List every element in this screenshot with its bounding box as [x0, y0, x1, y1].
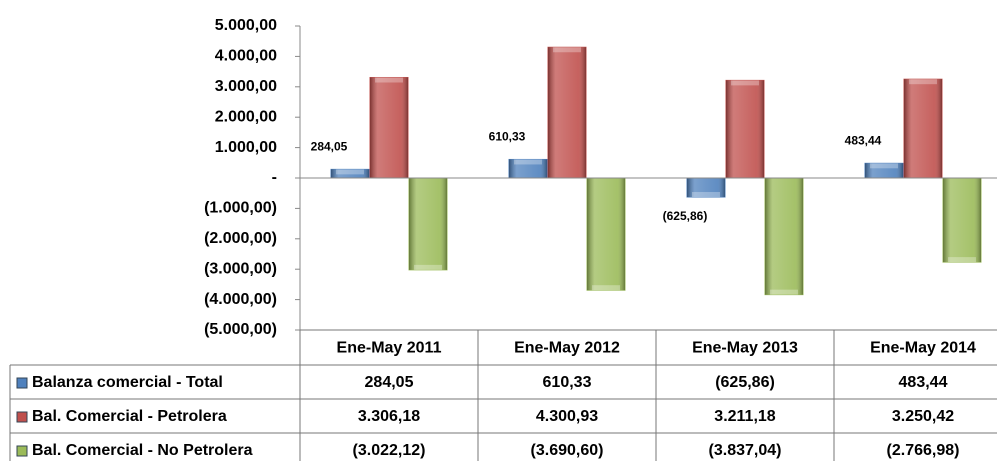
table-cell: 610,33: [543, 374, 592, 391]
data-label: 483,44: [845, 133, 882, 147]
bar-shade: [331, 169, 369, 178]
bar-shade: [765, 178, 803, 295]
bar-group: [408, 177, 448, 271]
x-tick-label: Ene-May 2011: [337, 340, 442, 357]
legend-label: Bal. Comercial - Petrolera: [32, 408, 227, 425]
table-cell: (625,86): [715, 374, 775, 391]
legend-swatch: [16, 411, 28, 423]
y-tick-label: (2.000,00): [204, 230, 277, 247]
bar-group: [586, 177, 626, 291]
bar-cap: [336, 169, 364, 175]
y-tick-label: 5.000,00: [215, 17, 277, 34]
bar-group: [903, 78, 943, 179]
table-cell: (3.690,60): [531, 442, 604, 459]
bar-cap: [514, 159, 542, 165]
table-cell: 3.306,18: [358, 408, 420, 425]
legend-swatch: [16, 377, 28, 389]
x-tick-label: Ene-May 2014: [870, 340, 976, 357]
bar-shade: [370, 77, 408, 178]
table-cell: (2.766,98): [887, 442, 960, 459]
table-cell: (3.022,12): [353, 442, 426, 459]
table-cell: 483,44: [899, 374, 948, 391]
bar-group: [330, 168, 370, 179]
bar-shade: [943, 178, 981, 263]
y-tick-label: 1.000,00: [215, 139, 277, 156]
bar-cap: [770, 289, 798, 295]
bar-group: [547, 46, 587, 179]
y-tick-label: 3.000,00: [215, 78, 277, 95]
bar-group: [369, 76, 409, 179]
y-tick-label: (5.000,00): [204, 321, 277, 338]
bar-cap: [375, 77, 403, 83]
bar-shade: [509, 159, 547, 178]
bar-group: [508, 158, 548, 179]
y-tick-label: (3.000,00): [204, 260, 277, 277]
bar-cap: [948, 257, 976, 263]
bar-shade: [587, 178, 625, 291]
y-tick-label: (1.000,00): [204, 200, 277, 217]
bar-cap: [909, 79, 937, 85]
bar-group: [686, 177, 726, 198]
table-cell: 3.250,42: [892, 408, 954, 425]
bar-group: [725, 79, 765, 179]
y-tick-label: 2.000,00: [215, 108, 277, 125]
table-cell: 284,05: [365, 374, 414, 391]
bar-group: [764, 177, 804, 296]
bar-group: [864, 162, 904, 179]
bar-cap: [414, 264, 442, 270]
y-tick-label: 4.000,00: [215, 48, 277, 65]
bar-cap: [870, 163, 898, 169]
legend-swatch: [16, 445, 28, 457]
bar-cap: [553, 47, 581, 53]
bar-cap: [692, 192, 720, 198]
y-tick-label: -: [272, 169, 277, 186]
table-cell: 3.211,18: [714, 408, 776, 425]
y-tick-label: (4.000,00): [204, 291, 277, 308]
data-label: 610,33: [489, 130, 526, 144]
table-cell: 4.300,93: [536, 408, 598, 425]
data-label: 284,05: [311, 140, 348, 154]
data-label: (625,86): [663, 209, 708, 223]
bar-shade: [904, 79, 942, 178]
bar-cap: [731, 80, 759, 86]
bar-shade: [687, 178, 725, 198]
bar-shade: [548, 47, 586, 179]
legend-label: Bal. Comercial - No Petrolera: [32, 442, 253, 459]
legend-label: Balanza comercial - Total: [32, 374, 223, 391]
table-cell: (3.837,04): [709, 442, 782, 459]
bar-shade: [865, 163, 903, 178]
bar-group: [942, 177, 982, 263]
x-tick-label: Ene-May 2013: [692, 340, 798, 357]
bar-cap: [592, 285, 620, 291]
bar-shade: [409, 178, 447, 270]
bar-shade: [726, 80, 764, 178]
x-tick-label: Ene-May 2012: [514, 340, 620, 357]
